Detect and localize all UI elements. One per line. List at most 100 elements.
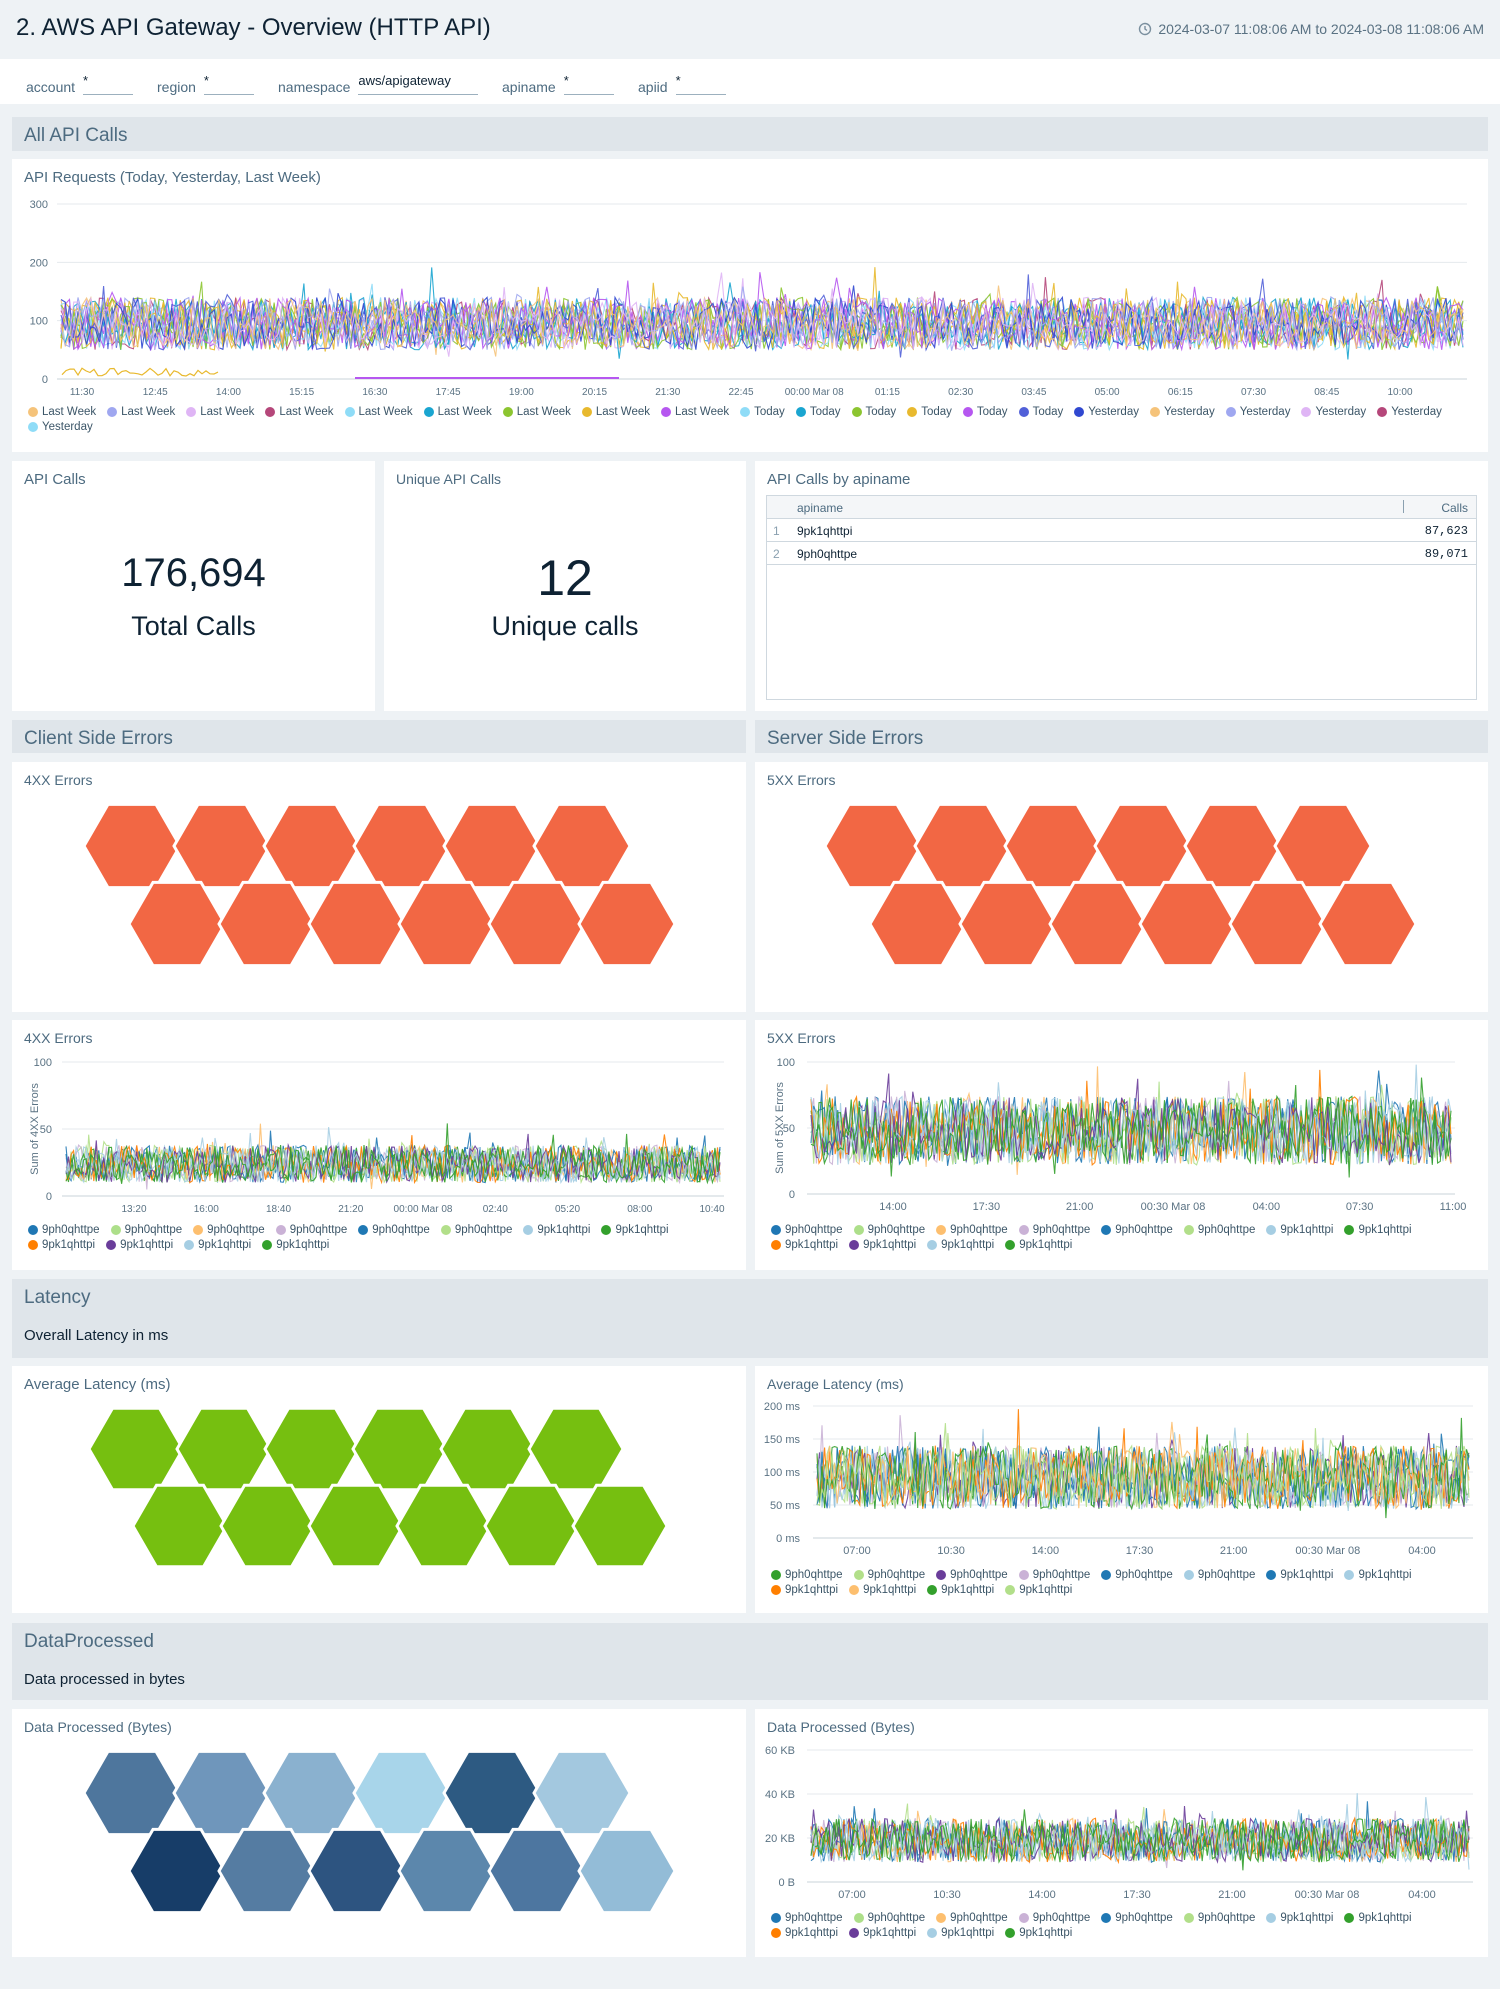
honeycomb-cell[interactable] — [868, 880, 968, 968]
honeycomb-cell[interactable] — [307, 880, 407, 968]
honeycomb-cell[interactable] — [127, 880, 227, 968]
legend-item[interactable]: 9ph0qhttpe — [440, 1224, 512, 1236]
series-line[interactable] — [65, 1134, 721, 1185]
honeycomb-cell[interactable] — [577, 880, 677, 968]
series-line[interactable] — [60, 296, 1464, 351]
honeycomb-cell[interactable] — [958, 880, 1058, 968]
series-line[interactable] — [810, 1797, 1470, 1864]
legend-item[interactable]: Today — [740, 406, 785, 418]
legend-item[interactable]: Last Week — [502, 406, 571, 418]
legend-item[interactable]: 9pk1qhttpi — [262, 1239, 329, 1251]
series-line[interactable] — [810, 1064, 1452, 1165]
honeycomb-cell[interactable] — [82, 802, 182, 890]
legend-item[interactable]: 9pk1qhttpi — [184, 1239, 251, 1251]
series-line[interactable] — [65, 1137, 721, 1184]
column-header-calls[interactable]: Calls — [1441, 501, 1468, 515]
legend-item[interactable]: 9pk1qhttpi — [927, 1584, 994, 1596]
legend-item[interactable]: 9ph0qhttpe — [358, 1224, 430, 1236]
honeycomb-cell[interactable] — [442, 1749, 542, 1837]
legend-item[interactable]: 9pk1qhttpi — [601, 1224, 669, 1236]
filter-value[interactable]: * — [203, 73, 254, 95]
honeycomb-latency[interactable] — [12, 1366, 746, 1613]
legend-item[interactable]: 9ph0qhttpe — [275, 1224, 347, 1236]
data-processed-chart[interactable]: 0 B 20 KB 40 KB 60 KB 07:00 10:30 14:00 17:30 21… — [755, 1709, 1488, 1909]
honeycomb-cell[interactable] — [1138, 880, 1238, 968]
honeycomb-cell[interactable] — [262, 1749, 362, 1837]
honeycomb-cell[interactable] — [1273, 802, 1373, 890]
legend-item[interactable]: Today — [962, 406, 1008, 418]
honeycomb-cell[interactable] — [1228, 880, 1328, 968]
legend-item[interactable]: 9ph0qhttpe — [1018, 1224, 1090, 1236]
honeycomb-cell[interactable] — [397, 1827, 497, 1915]
legend-item[interactable]: 9pk1qhttpi — [28, 1239, 95, 1251]
legend-item[interactable]: 9ph0qhttpe — [1101, 1224, 1173, 1236]
legend-item[interactable]: Yesterday — [28, 421, 93, 433]
errors-4xx-chart[interactable]: 0 50 100 13:20 16:00 18:40 21:20 00:00 Mar 08 02… — [12, 1020, 746, 1220]
legend-item[interactable]: 9pk1qhttpi — [1266, 1224, 1333, 1236]
legend-item[interactable]: 9ph0qhttpe — [1101, 1912, 1173, 1924]
honeycomb-cell[interactable] — [307, 1827, 407, 1915]
legend-item[interactable]: 9pk1qhttpi — [849, 1239, 916, 1251]
column-resize-handle[interactable] — [1403, 500, 1404, 513]
series-line[interactable] — [810, 1073, 1452, 1166]
legend-item[interactable]: 9ph0qhttpe — [110, 1224, 182, 1236]
legend-item[interactable]: 9ph0qhttpe — [1183, 1912, 1255, 1924]
legend-item[interactable]: 9ph0qhttpe — [853, 1224, 925, 1236]
honeycomb-cell[interactable] — [263, 1406, 361, 1492]
legend-item[interactable]: Yesterday — [1377, 406, 1442, 418]
legend-item[interactable]: 9ph0qhttpe — [1101, 1569, 1173, 1581]
filter-value[interactable]: aws/apigateway — [358, 73, 479, 95]
series-line[interactable] — [816, 1423, 1470, 1510]
honeycomb-cell[interactable] — [87, 1406, 185, 1492]
legend-item[interactable]: 9ph0qhttpe — [936, 1224, 1008, 1236]
legend-item[interactable]: 9ph0qhttpe — [1018, 1569, 1090, 1581]
honeycomb-cell[interactable] — [307, 1483, 405, 1569]
legend-item[interactable]: 9ph0qhttpe — [936, 1912, 1008, 1924]
latency-chart[interactable]: 0 ms 50 ms 100 ms 150 ms 200 ms 07:00 10:30 14:… — [755, 1366, 1488, 1566]
honeycomb-cell[interactable] — [131, 1483, 229, 1569]
legend-item[interactable]: Last Week — [423, 406, 492, 418]
filter-apiname[interactable]: apiname * — [502, 73, 614, 95]
legend-item[interactable]: 9pk1qhttpi — [1344, 1912, 1412, 1924]
legend-item[interactable]: Today — [851, 406, 896, 418]
errors-5xx-chart[interactable]: 0 50 100 14:00 17:30 21:00 00:30 Mar 08 04:00 07… — [755, 1020, 1488, 1220]
honeycomb-cell[interactable] — [172, 1749, 272, 1837]
api-requests-chart[interactable]: 0 100 200 300 11:30 12:45 14:00 15:15 16:30 17:45… — [12, 159, 1488, 399]
honeycomb-cell[interactable] — [395, 1483, 493, 1569]
legend-item[interactable]: Yesterday — [1301, 406, 1366, 418]
honeycomb-cell[interactable] — [487, 1827, 587, 1915]
legend-item[interactable]: 9pk1qhttpi — [1005, 1584, 1072, 1596]
honeycomb-cell[interactable] — [219, 1483, 317, 1569]
legend-item[interactable]: 9pk1qhttpi — [849, 1927, 916, 1939]
table-row[interactable]: 1 9pk1qhttpi 87,623 — [767, 519, 1476, 542]
legend-item[interactable]: 9ph0qhttpe — [28, 1224, 100, 1236]
honeycomb-cell[interactable] — [1183, 802, 1283, 890]
legend-item[interactable]: 9pk1qhttpi — [1344, 1224, 1412, 1236]
honeycomb-cell[interactable] — [217, 880, 317, 968]
honeycomb-cell[interactable] — [1003, 802, 1103, 890]
filter-account[interactable]: account * — [26, 73, 134, 95]
legend-item[interactable]: 9ph0qhttpe — [1183, 1569, 1255, 1581]
filter-region[interactable]: region * — [157, 73, 254, 95]
legend-item[interactable]: 9ph0qhttpe — [853, 1912, 925, 1924]
honeycomb-cell[interactable] — [571, 1483, 669, 1569]
honeycomb-5xx[interactable] — [755, 762, 1488, 1012]
series-line[interactable] — [810, 1809, 1469, 1864]
legend-item[interactable]: 9pk1qhttpi — [1344, 1569, 1412, 1581]
legend-item[interactable]: Today — [795, 406, 841, 418]
series-line[interactable] — [816, 1417, 1470, 1519]
series-line[interactable] — [65, 1123, 721, 1185]
table-row[interactable]: 2 9ph0qhttpe 89,071 — [767, 542, 1476, 565]
honeycomb-cell[interactable] — [913, 802, 1013, 890]
legend-item[interactable]: 9ph0qhttpe — [193, 1224, 265, 1236]
honeycomb-4xx[interactable] — [12, 762, 746, 1012]
series-line[interactable] — [816, 1421, 1470, 1510]
honeycomb-cell[interactable] — [397, 880, 497, 968]
honeycomb-cell[interactable] — [577, 1827, 677, 1915]
legend-item[interactable]: 9ph0qhttpe — [936, 1569, 1008, 1581]
legend-item[interactable]: 9pk1qhttpi — [849, 1584, 916, 1596]
honeycomb-cell[interactable] — [487, 880, 587, 968]
legend-item[interactable]: 9pk1qhttpi — [771, 1239, 838, 1251]
series-line[interactable] — [810, 1816, 1470, 1865]
legend-item[interactable]: 9pk1qhttpi — [771, 1927, 838, 1939]
